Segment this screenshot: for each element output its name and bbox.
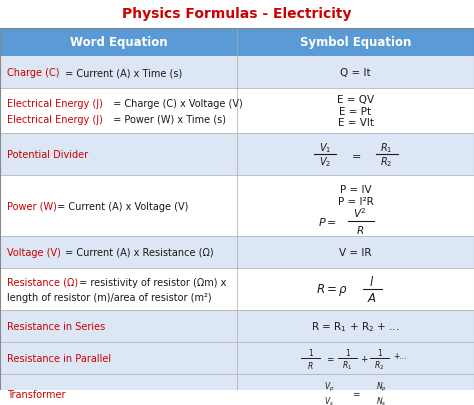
Text: 1: 1 — [308, 348, 313, 358]
Text: Voltage (V): Voltage (V) — [7, 247, 61, 257]
Text: $V^2$: $V^2$ — [354, 206, 367, 220]
Text: Physics Formulas - Electricity: Physics Formulas - Electricity — [122, 7, 352, 21]
Text: E = Pt: E = Pt — [339, 107, 372, 116]
Text: P = IV: P = IV — [340, 184, 371, 194]
Text: 1: 1 — [345, 348, 350, 358]
Text: = Charge (C) x Voltage (V): = Charge (C) x Voltage (V) — [110, 98, 243, 108]
Text: +: + — [360, 354, 368, 363]
Text: Charge (C): Charge (C) — [7, 68, 60, 78]
Bar — [237, 311, 474, 343]
Text: Power (W): Power (W) — [7, 201, 57, 211]
Text: P = I²R: P = I²R — [337, 196, 374, 206]
Bar — [237, 237, 474, 269]
Bar — [237, 343, 474, 375]
Text: E = VIt: E = VIt — [337, 117, 374, 128]
Text: $N_s$: $N_s$ — [376, 395, 387, 405]
Bar — [237, 57, 474, 89]
Text: $R_1$: $R_1$ — [380, 141, 392, 155]
Text: $A$: $A$ — [367, 292, 377, 305]
Text: $R_2$: $R_2$ — [380, 155, 392, 169]
Text: E = QV: E = QV — [337, 95, 374, 105]
Text: Potential Divider: Potential Divider — [7, 150, 88, 160]
Bar — [237, 134, 474, 176]
Text: +...: +... — [393, 351, 407, 360]
Text: Q = It: Q = It — [340, 68, 371, 78]
Text: =: = — [326, 354, 333, 363]
Bar — [0, 28, 474, 57]
Bar — [0, 57, 237, 89]
Text: Resistance in Parallel: Resistance in Parallel — [7, 354, 111, 363]
Text: $=$: $=$ — [349, 150, 362, 160]
Bar — [0, 89, 237, 134]
Text: $l$: $l$ — [370, 274, 374, 288]
Bar — [0, 134, 237, 176]
Text: Electrical Energy (J): Electrical Energy (J) — [7, 115, 103, 124]
Text: $P=$: $P=$ — [318, 215, 337, 227]
Text: $R_1$: $R_1$ — [342, 358, 353, 371]
Text: = Current (A) x Resistance (Ω): = Current (A) x Resistance (Ω) — [62, 247, 213, 257]
Text: $R$: $R$ — [356, 224, 365, 236]
Text: $V_s$: $V_s$ — [325, 395, 334, 405]
Text: = resistivity of resistor (Ωm) x: = resistivity of resistor (Ωm) x — [76, 277, 226, 287]
Text: length of resistor (m)/area of resistor (m²): length of resistor (m)/area of resistor … — [7, 292, 212, 302]
Text: =: = — [352, 390, 359, 399]
Text: Transformer: Transformer — [7, 389, 65, 399]
Text: Resistance (Ω): Resistance (Ω) — [7, 277, 78, 287]
Text: Word Equation: Word Equation — [70, 36, 167, 49]
Bar — [237, 89, 474, 134]
Text: $N_p$: $N_p$ — [376, 380, 387, 393]
Bar — [237, 176, 474, 237]
Text: = Current (A) x Time (s): = Current (A) x Time (s) — [62, 68, 182, 78]
Text: $V_1$: $V_1$ — [319, 141, 331, 155]
Bar — [237, 269, 474, 311]
Bar — [237, 375, 474, 405]
Text: R = R$_1$ + R$_2$ + ...: R = R$_1$ + R$_2$ + ... — [311, 320, 400, 333]
Text: $V_2$: $V_2$ — [319, 155, 331, 169]
Text: Electrical Energy (J): Electrical Energy (J) — [7, 98, 103, 108]
Bar — [0, 311, 237, 343]
Text: = Power (W) x Time (s): = Power (W) x Time (s) — [110, 115, 227, 124]
Bar — [0, 343, 237, 375]
Text: $V_p$: $V_p$ — [324, 380, 335, 393]
Bar — [0, 269, 237, 311]
Text: V = IR: V = IR — [339, 247, 372, 257]
Text: 1: 1 — [377, 348, 382, 358]
Text: $R$: $R$ — [307, 359, 314, 370]
Text: $R = \rho$: $R = \rho$ — [316, 281, 348, 297]
Bar — [0, 375, 237, 405]
Text: Resistance in Series: Resistance in Series — [7, 322, 105, 331]
Text: Symbol Equation: Symbol Equation — [300, 36, 411, 49]
Text: $R_2$: $R_2$ — [374, 358, 384, 371]
Bar — [0, 237, 237, 269]
Bar — [0, 176, 237, 237]
Text: = Current (A) x Voltage (V): = Current (A) x Voltage (V) — [54, 201, 188, 211]
